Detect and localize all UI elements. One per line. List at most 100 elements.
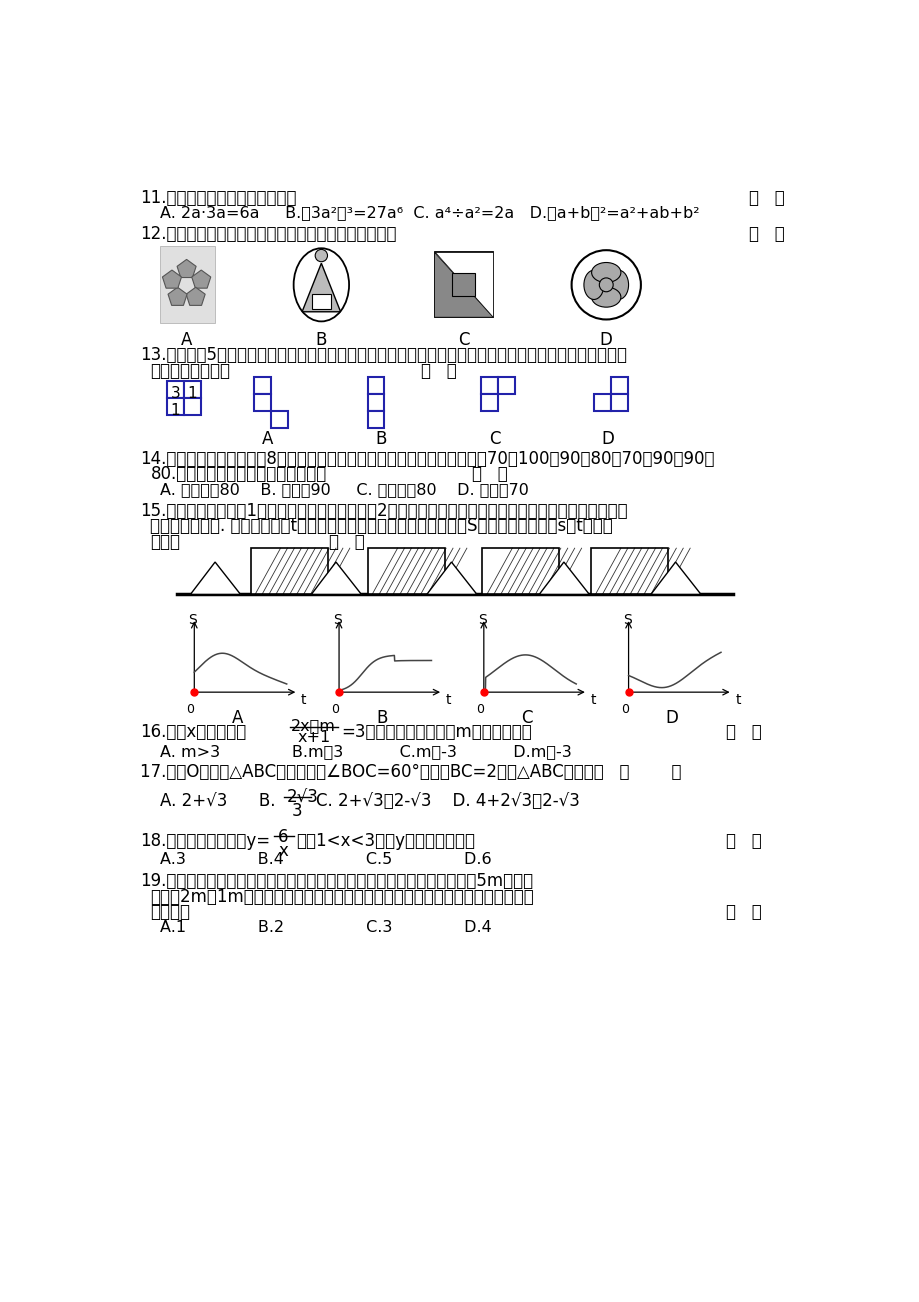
Text: B: B — [315, 331, 326, 349]
Text: 0: 0 — [475, 703, 483, 716]
Bar — [160, 246, 215, 323]
Text: C: C — [488, 431, 500, 448]
Text: A. 2+√3      B.: A. 2+√3 B. — [160, 792, 275, 810]
Bar — [184, 381, 201, 398]
Text: 19.为了丰富学生课外小组活动，培养学生动手操作能力，王老师让学生把5m长的彩: 19.为了丰富学生课外小组活动，培养学生动手操作能力，王老师让学生把5m长的彩 — [141, 872, 533, 891]
Polygon shape — [190, 562, 240, 595]
Text: 3: 3 — [170, 385, 180, 401]
Text: A: A — [262, 431, 273, 448]
Text: B: B — [376, 710, 388, 727]
Text: C. 2+√3或2-√3    D. 4+2√3或2-√3: C. 2+√3或2-√3 D. 4+2√3或2-√3 — [315, 792, 579, 810]
Polygon shape — [186, 288, 205, 306]
Text: 2√3: 2√3 — [287, 789, 318, 806]
Text: 2x－m: 2x－m — [291, 719, 335, 733]
Text: 14.一次招聘活动中，共有8人进入复试，他们的复试成绩（百分制）如下：70，100，90，80，70，90，90，: 14.一次招聘活动中，共有8人进入复试，他们的复试成绩（百分制）如下：70，10… — [141, 449, 714, 467]
Text: 个数，其主视图是: 个数，其主视图是 — [150, 362, 230, 380]
Text: S: S — [622, 613, 630, 626]
Text: C: C — [458, 331, 469, 349]
Text: t: t — [734, 693, 740, 707]
Text: 16.关于x的分式方程: 16.关于x的分式方程 — [141, 723, 246, 741]
Circle shape — [598, 277, 613, 292]
Bar — [481, 395, 497, 411]
Text: =3的解是正数，则字母m的取值范围是: =3的解是正数，则字母m的取值范围是 — [341, 723, 531, 741]
Text: t: t — [301, 693, 306, 707]
Text: t: t — [590, 693, 596, 707]
Bar — [312, 294, 330, 310]
Polygon shape — [452, 273, 475, 297]
Text: 15.如图，直角边长为1的等腰直角三角形与边长为2的正方形在同一水平线上，三角形沿水平方向从左向右: 15.如图，直角边长为1的等腰直角三角形与边长为2的正方形在同一水平线上，三角形… — [141, 503, 628, 519]
Bar — [590, 548, 667, 595]
Bar — [482, 548, 559, 595]
Bar — [254, 378, 271, 395]
Text: 11.下列各运算中，计算正确的是: 11.下列各运算中，计算正确的是 — [141, 189, 297, 207]
Text: A.1              B.2                C.3              D.4: A.1 B.2 C.3 D.4 — [160, 921, 491, 935]
Text: 1: 1 — [170, 402, 180, 418]
Text: 6: 6 — [278, 828, 289, 846]
Bar — [368, 548, 444, 595]
Ellipse shape — [293, 249, 348, 322]
Polygon shape — [311, 562, 361, 595]
Polygon shape — [434, 253, 493, 318]
Text: 3: 3 — [291, 802, 302, 819]
Text: （   ）: （ ） — [421, 362, 457, 380]
Bar — [610, 378, 627, 395]
Text: A.3              B.4                C.5              D.6: A.3 B.4 C.5 D.6 — [160, 853, 491, 867]
Text: x: x — [278, 841, 289, 859]
Text: D: D — [599, 331, 612, 349]
Text: A: A — [181, 331, 192, 349]
Bar — [368, 395, 384, 411]
Ellipse shape — [584, 271, 603, 299]
Bar — [167, 381, 184, 398]
Bar — [254, 395, 271, 411]
Text: 17.若点O是等腰△ABC的外心，且∠BOC=60°，底边BC=2，则△ABC的面积为   （        ）: 17.若点O是等腰△ABC的外心，且∠BOC=60°，底边BC=2，则△ABC的… — [141, 763, 681, 781]
Text: 80.对于这组数据，下列说法正确的是: 80.对于这组数据，下列说法正确的是 — [150, 465, 326, 483]
Bar — [368, 378, 384, 395]
Text: A. 2a·3a=6a     B.（3a²）³=27a⁶  C. a⁴÷a²=2a   D.（a+b）²=a²+ab+b²: A. 2a·3a=6a B.（3a²）³=27a⁶ C. a⁴÷a²=2a D.… — [160, 206, 698, 220]
Polygon shape — [651, 562, 700, 595]
Text: A. 平均数是80    B. 众数是90     C. 中位数是80    D. 极差是70: A. 平均数是80 B. 众数是90 C. 中位数是80 D. 极差是70 — [160, 482, 528, 497]
Bar — [184, 398, 201, 415]
Text: （   ）: （ ） — [725, 723, 761, 741]
Bar — [250, 548, 327, 595]
Polygon shape — [539, 562, 589, 595]
Bar — [167, 398, 184, 415]
Text: （   ）: （ ） — [329, 533, 365, 551]
Polygon shape — [434, 253, 493, 318]
Ellipse shape — [591, 263, 620, 283]
Text: 1: 1 — [187, 385, 197, 401]
Bar — [271, 411, 288, 428]
Text: （   ）: （ ） — [471, 465, 506, 483]
Ellipse shape — [607, 271, 628, 299]
Text: t: t — [445, 693, 450, 707]
Text: D: D — [664, 710, 677, 727]
Polygon shape — [426, 562, 476, 595]
Text: D: D — [601, 431, 614, 448]
Text: S: S — [477, 613, 486, 626]
Bar — [610, 395, 627, 411]
Bar — [481, 378, 497, 395]
Text: A: A — [232, 710, 243, 727]
Text: 0: 0 — [331, 703, 339, 716]
Polygon shape — [163, 270, 181, 288]
Bar — [594, 395, 610, 411]
Ellipse shape — [591, 288, 620, 307]
Text: 13.如图，由5块完全相同的小正方体所搭成的几何体的俯视图，小正方形中的数字表示在该位置小正方体的: 13.如图，由5块完全相同的小正方体所搭成的几何体的俯视图，小正方形中的数字表示… — [141, 346, 627, 365]
Text: S: S — [333, 613, 342, 626]
Text: x+1: x+1 — [297, 730, 330, 745]
Text: 同的截法: 同的截法 — [150, 904, 190, 921]
Text: 匀速穿过正方形. 设穿过时间为t，正方形与三角形不重合部分的面积为S（阴影部分），则s与t的大致: 匀速穿过正方形. 设穿过时间为t，正方形与三角形不重合部分的面积为S（阴影部分）… — [150, 517, 612, 535]
Text: （   ）: （ ） — [725, 904, 761, 921]
Text: （   ）: （ ） — [748, 225, 784, 242]
Text: S: S — [188, 613, 197, 626]
Text: （   ）: （ ） — [748, 189, 784, 207]
Bar — [497, 378, 514, 395]
Text: 0: 0 — [620, 703, 628, 716]
Text: 12.下列图形中，既是轴对称图形又是中心对称图形的是: 12.下列图形中，既是轴对称图形又是中心对称图形的是 — [141, 225, 396, 242]
Text: A. m>3              B.m＜3           C.m＞-3           D.m＜-3: A. m>3 B.m＜3 C.m＞-3 D.m＜-3 — [160, 743, 571, 759]
Circle shape — [571, 250, 641, 319]
Text: 0: 0 — [187, 703, 194, 716]
Circle shape — [315, 250, 327, 262]
Text: 18.已知：反比例函数y=: 18.已知：反比例函数y= — [141, 832, 270, 850]
Polygon shape — [301, 263, 340, 311]
Text: 绳截成2m或1m长的彩绳，用来做手工编织，在不造成浪费的前提下，你有几种不: 绳截成2m或1m长的彩绳，用来做手工编织，在不造成浪费的前提下，你有几种不 — [150, 888, 534, 906]
